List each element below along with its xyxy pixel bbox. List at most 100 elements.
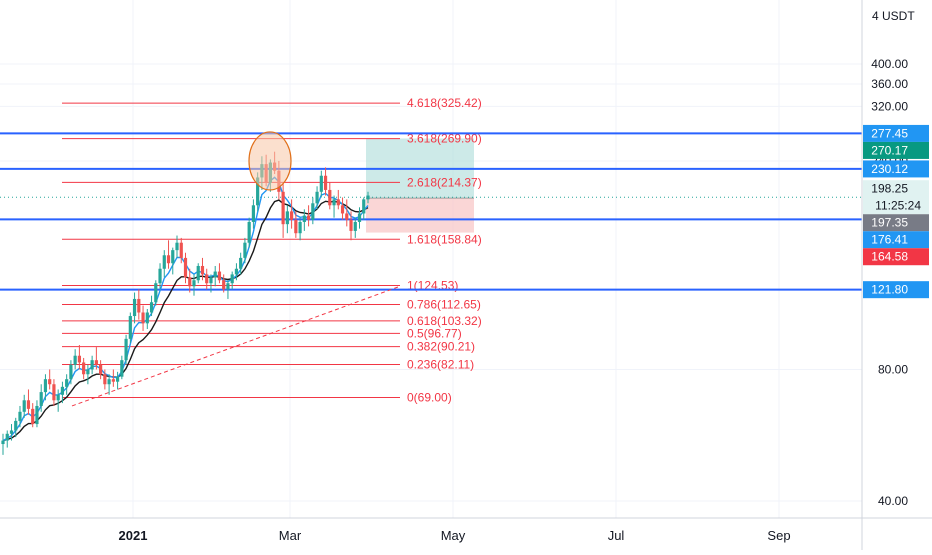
candle-body[interactable]: [111, 379, 115, 382]
candle-body[interactable]: [336, 199, 340, 206]
candle-body[interactable]: [209, 277, 213, 284]
candle-body[interactable]: [94, 360, 98, 365]
candle-body[interactable]: [149, 302, 154, 313]
candle-body[interactable]: [302, 215, 306, 222]
candle-body[interactable]: [234, 268, 239, 275]
candle-body[interactable]: [18, 411, 22, 421]
candle-body[interactable]: [306, 215, 311, 220]
candle-body[interactable]: [285, 211, 289, 225]
candle-body[interactable]: [323, 175, 328, 190]
candle-body[interactable]: [52, 384, 56, 401]
candle-body[interactable]: [340, 205, 345, 214]
price-tag[interactable]: [863, 248, 929, 266]
candle-body[interactable]: [222, 280, 226, 290]
candle-body[interactable]: [99, 364, 103, 375]
price-tag[interactable]: [863, 124, 929, 142]
candle-body[interactable]: [69, 364, 73, 380]
candle-body[interactable]: [103, 374, 107, 385]
candle-body[interactable]: [115, 376, 120, 382]
candle-body[interactable]: [120, 360, 124, 377]
candle-body[interactable]: [145, 312, 149, 324]
candle-body[interactable]: [175, 242, 179, 251]
candle-body[interactable]: [294, 219, 298, 234]
candle-body[interactable]: [315, 191, 319, 204]
price-tag[interactable]: [863, 141, 929, 159]
candle-body[interactable]: [132, 298, 137, 317]
candle-body[interactable]: [43, 379, 48, 393]
candle-body[interactable]: [281, 191, 285, 225]
candle-body[interactable]: [357, 213, 362, 222]
stop-zone[interactable]: [366, 198, 474, 233]
highlight-circle[interactable]: [248, 131, 292, 191]
candle-body[interactable]: [141, 312, 145, 324]
candle-body[interactable]: [35, 405, 39, 425]
price-tag[interactable]: [863, 214, 929, 232]
candle-body[interactable]: [319, 175, 323, 192]
candle-body[interactable]: [162, 255, 166, 269]
candle-body[interactable]: [247, 221, 251, 243]
fibonacci-extension[interactable]: 4.618(325.42) 3.618(269.90) 2.618(214.37) 1…: [62, 96, 482, 405]
candle-body[interactable]: [349, 219, 353, 231]
candle-body[interactable]: [353, 221, 357, 231]
candle-body[interactable]: [137, 298, 141, 313]
candle-body[interactable]: [128, 316, 132, 339]
candle-body[interactable]: [82, 362, 86, 375]
candle-body[interactable]: [200, 265, 205, 275]
candle-body[interactable]: [1, 440, 5, 445]
candle-body[interactable]: [298, 221, 302, 234]
candle-body[interactable]: [256, 177, 260, 206]
candle-body[interactable]: [311, 203, 315, 220]
price-tag[interactable]: [863, 231, 929, 249]
candle-body[interactable]: [73, 355, 77, 365]
candle-body[interactable]: [251, 205, 256, 222]
price-tag[interactable]: [863, 180, 929, 215]
currency-label[interactable]: 4 USDT: [872, 9, 915, 23]
price-tag[interactable]: [863, 160, 929, 178]
candle-body[interactable]: [328, 189, 332, 206]
candle-body[interactable]: [183, 257, 188, 278]
candle-body[interactable]: [205, 274, 209, 284]
candle-body[interactable]: [158, 268, 162, 284]
candle-body[interactable]: [107, 379, 111, 385]
candle-body[interactable]: [14, 420, 18, 431]
price-tag[interactable]: [863, 281, 929, 299]
candle-body[interactable]: [243, 242, 247, 258]
candle-body[interactable]: [60, 386, 65, 395]
candle-body[interactable]: [65, 379, 69, 387]
candle-body[interactable]: [154, 283, 158, 303]
trend-line[interactable]: [71, 285, 401, 407]
candle-body[interactable]: [332, 199, 336, 206]
candle-body[interactable]: [362, 199, 366, 214]
candle-body[interactable]: [366, 195, 370, 200]
candle-body[interactable]: [192, 280, 196, 287]
candle-body[interactable]: [90, 360, 94, 370]
candle-body[interactable]: [290, 211, 294, 220]
candle-body[interactable]: [5, 433, 9, 441]
candle-body[interactable]: [179, 242, 183, 258]
candle-body[interactable]: [31, 408, 35, 425]
candle-body[interactable]: [9, 430, 14, 434]
candle-body[interactable]: [48, 379, 52, 385]
candle-body[interactable]: [171, 250, 175, 264]
candle-body[interactable]: [86, 369, 90, 375]
candle-body[interactable]: [56, 394, 60, 401]
candle-body[interactable]: [345, 213, 349, 220]
candle-body[interactable]: [230, 274, 234, 284]
candle-body[interactable]: [239, 257, 243, 269]
highlight-circle-shape[interactable]: [248, 131, 292, 191]
candle-body[interactable]: [39, 392, 43, 406]
candle-body[interactable]: [22, 400, 26, 412]
candle-body[interactable]: [196, 265, 200, 281]
candle-body[interactable]: [77, 355, 81, 363]
candle-body[interactable]: [217, 271, 222, 281]
candle-body[interactable]: [226, 283, 230, 290]
horizontal-lines[interactable]: [0, 132, 862, 291]
dashed-trendline[interactable]: [71, 285, 401, 407]
candle-body[interactable]: [188, 277, 192, 287]
candle-body[interactable]: [166, 255, 171, 264]
candle-body[interactable]: [124, 338, 128, 361]
candle-body[interactable]: [213, 271, 217, 278]
